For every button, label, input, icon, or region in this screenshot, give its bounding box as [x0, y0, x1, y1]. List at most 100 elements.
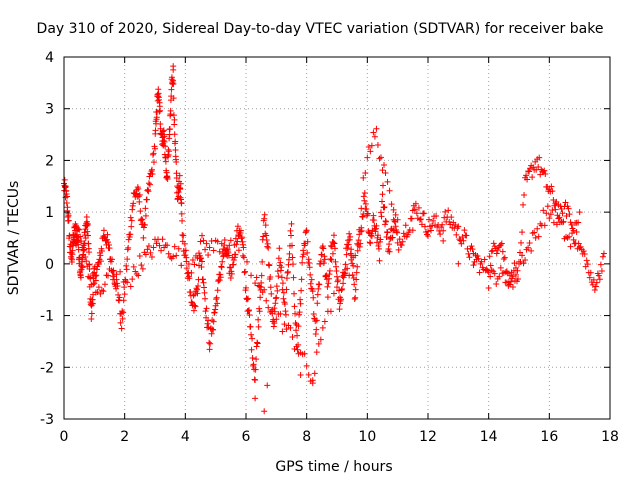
data-point	[285, 256, 292, 263]
data-point	[583, 257, 590, 264]
data-point	[520, 201, 527, 208]
data-point	[161, 138, 168, 145]
data-point	[166, 135, 173, 142]
data-point	[263, 236, 270, 243]
data-point	[455, 223, 462, 230]
data-point	[83, 258, 90, 265]
data-point	[465, 250, 472, 257]
data-point	[87, 275, 94, 282]
data-point	[433, 213, 440, 220]
data-point	[374, 141, 381, 148]
data-point	[286, 250, 293, 257]
axis-ticks	[63, 56, 611, 420]
data-point	[147, 249, 154, 256]
data-point	[190, 307, 197, 314]
data-point	[297, 300, 304, 307]
data-point	[216, 248, 223, 255]
data-point	[150, 159, 157, 166]
data-point	[399, 238, 406, 245]
data-point	[385, 245, 392, 252]
data-point	[396, 236, 403, 243]
data-point	[216, 277, 223, 284]
data-point	[330, 239, 337, 246]
data-point	[440, 237, 447, 244]
data-point	[237, 227, 244, 234]
data-point	[298, 287, 305, 294]
data-point	[191, 291, 198, 298]
data-point	[384, 229, 391, 236]
data-point	[372, 225, 379, 232]
data-point	[531, 229, 538, 236]
data-point	[456, 236, 463, 243]
data-point	[84, 228, 91, 235]
data-point	[376, 257, 383, 264]
data-point	[282, 308, 289, 315]
data-point	[321, 318, 328, 325]
data-point	[219, 258, 226, 265]
data-point	[148, 254, 155, 261]
data-point	[514, 275, 521, 282]
data-point	[261, 408, 268, 415]
y-tick-label: -3	[40, 412, 54, 428]
data-point	[129, 202, 136, 209]
data-point	[359, 214, 366, 221]
data-point	[317, 336, 324, 343]
data-point	[142, 212, 149, 219]
data-point	[392, 223, 399, 230]
data-point	[549, 188, 556, 195]
data-point	[294, 332, 301, 339]
data-point	[207, 340, 214, 347]
data-point	[165, 146, 172, 153]
data-point	[167, 107, 174, 114]
data-point	[281, 321, 288, 328]
data-point	[346, 236, 353, 243]
data-point	[193, 286, 200, 293]
data-point	[332, 263, 339, 270]
data-point	[78, 238, 85, 245]
data-point	[377, 209, 384, 216]
data-point	[309, 377, 316, 384]
data-point	[153, 240, 160, 247]
data-point	[358, 227, 365, 234]
data-point	[95, 284, 102, 291]
data-point	[338, 286, 345, 293]
data-point	[235, 247, 242, 254]
data-point	[244, 296, 251, 303]
data-point	[204, 320, 211, 327]
data-point	[370, 129, 377, 136]
data-point	[228, 268, 235, 275]
data-point	[98, 247, 105, 254]
data-point	[84, 220, 91, 227]
data-point	[221, 236, 228, 243]
data-point	[197, 238, 204, 245]
data-point	[245, 308, 252, 315]
data-point	[278, 274, 285, 281]
data-point	[599, 253, 606, 260]
data-point	[311, 370, 318, 377]
data-point	[168, 74, 175, 81]
data-point	[241, 269, 248, 276]
data-point	[79, 254, 86, 261]
data-point	[218, 240, 225, 247]
data-point	[238, 234, 245, 241]
data-point	[271, 320, 278, 327]
data-point	[334, 273, 340, 280]
data-point	[489, 247, 496, 254]
data-point	[365, 144, 372, 151]
data-point	[130, 200, 137, 207]
data-point	[128, 217, 135, 224]
data-point	[519, 229, 526, 236]
data-point	[123, 262, 130, 269]
data-point	[576, 209, 583, 216]
data-point	[278, 264, 285, 271]
data-point	[226, 242, 233, 249]
data-point	[164, 242, 171, 249]
data-point	[121, 291, 128, 298]
data-point	[307, 280, 314, 287]
data-point	[500, 255, 507, 262]
data-point	[136, 191, 143, 198]
data-point	[139, 216, 146, 223]
data-point	[337, 294, 344, 301]
data-point	[417, 216, 424, 223]
data-point	[351, 281, 358, 288]
